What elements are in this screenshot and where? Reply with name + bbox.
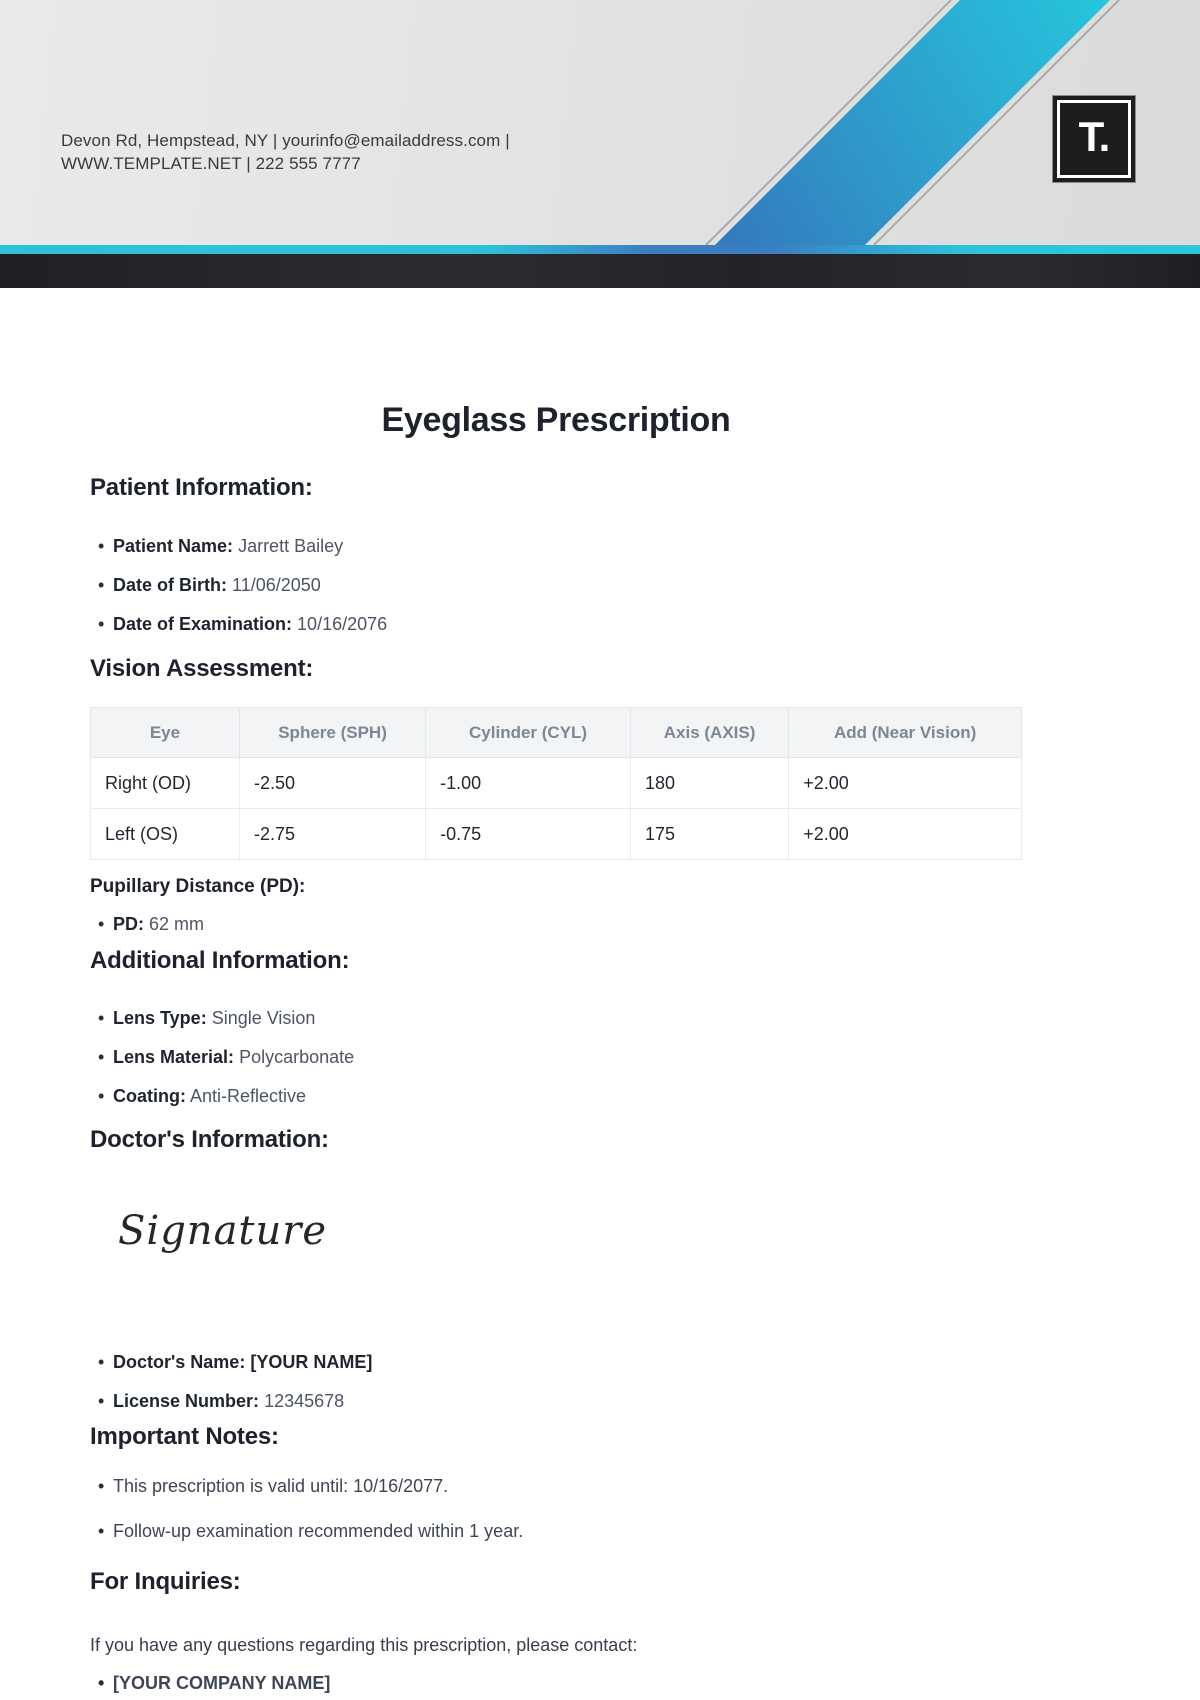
- inquiries-heading: For Inquiries:: [90, 1568, 241, 1595]
- item-value: [YOUR NAME]: [250, 1352, 373, 1372]
- table-header-cell: Sphere (SPH): [238, 707, 427, 758]
- item-label: Date of Birth:: [113, 575, 227, 595]
- vision-table: Eye Sphere (SPH) Cylinder (CYL) Axis (AX…: [90, 707, 1022, 860]
- company-name-item: [YOUR COMPANY NAME]: [98, 1674, 1022, 1694]
- list-item: Date of Birth: 11/06/2050: [98, 575, 1022, 596]
- logo: T.: [1052, 95, 1136, 183]
- table-cell: Right (OD): [90, 757, 240, 809]
- table-cell: Left (OS): [90, 808, 240, 860]
- letterhead: Devon Rd, Hempstead, NY | yourinfo@email…: [0, 0, 1200, 245]
- item-label: License Number:: [113, 1391, 260, 1411]
- item-label: Date of Examination:: [113, 614, 293, 634]
- item-value: Polycarbonate: [239, 1047, 355, 1067]
- notes-list: This prescription is valid until: 10/16/…: [90, 1477, 1022, 1542]
- inquiries-intro: If you have any questions regarding this…: [90, 1635, 638, 1655]
- logo-frame: T.: [1057, 100, 1131, 178]
- pd-list: PD: 62 mm: [90, 914, 1022, 935]
- table-header-cell: Eye: [90, 707, 240, 758]
- pd-heading: Pupillary Distance (PD):: [90, 876, 306, 897]
- table-cell: +2.00: [788, 757, 1022, 809]
- item-value: 12345678: [264, 1391, 345, 1411]
- table-cell: -2.50: [238, 757, 427, 809]
- inquiries-list: [YOUR COMPANY NAME]: [90, 1674, 1022, 1694]
- doctor-info-list: Doctor's Name: [YOUR NAME] License Numbe…: [90, 1352, 1022, 1412]
- document-body: Eyeglass Prescription Patient Informatio…: [0, 400, 1200, 1693]
- list-item: Date of Examination: 10/16/2076: [98, 614, 1022, 635]
- contact-line-2: WWW.TEMPLATE.NET | 222 555 7777: [61, 154, 361, 173]
- item-label: Lens Type:: [113, 1008, 207, 1028]
- diagonal-stripe-decoration: [705, 0, 1120, 245]
- table-row: Right (OD) -2.50 -1.00 180 +2.00: [90, 757, 1022, 809]
- table-cell: -0.75: [425, 808, 631, 860]
- item-value: Single Vision: [211, 1008, 316, 1028]
- list-item: Lens Material: Polycarbonate: [98, 1047, 1022, 1068]
- vision-assessment-heading: Vision Assessment:: [90, 655, 314, 682]
- table-header-cell: Add (Near Vision): [788, 707, 1022, 758]
- doctors-info-heading: Doctor's Information:: [90, 1126, 329, 1153]
- additional-info-heading: Additional Information:: [90, 947, 350, 974]
- table-cell: 180: [629, 757, 790, 809]
- accent-bar: [0, 245, 1200, 254]
- table-cell: -2.75: [238, 808, 427, 860]
- item-label: PD:: [113, 914, 144, 934]
- table-cell: -1.00: [425, 757, 631, 809]
- table-header-row: Eye Sphere (SPH) Cylinder (CYL) Axis (AX…: [90, 707, 1022, 758]
- item-value: 62 mm: [149, 914, 205, 934]
- item-value: 11/06/2050: [232, 575, 321, 595]
- item-label: Coating:: [113, 1086, 186, 1106]
- item-label: Lens Material:: [113, 1047, 235, 1067]
- list-item: Patient Name: Jarrett Bailey: [98, 536, 1022, 557]
- item-label: Doctor's Name:: [113, 1352, 246, 1372]
- item-value: 10/16/2076: [297, 614, 388, 634]
- list-item: Lens Type: Single Vision: [98, 1008, 1022, 1029]
- note-item: Follow-up examination recommended within…: [98, 1522, 1022, 1542]
- table-header-cell: Axis (AXIS): [629, 707, 790, 758]
- item-value: Anti-Reflective: [190, 1086, 307, 1106]
- table-cell: +2.00: [788, 808, 1022, 860]
- item-value: Jarrett Bailey: [238, 536, 344, 556]
- important-notes-heading: Important Notes:: [90, 1423, 279, 1450]
- list-item: License Number: 12345678: [98, 1391, 1022, 1412]
- additional-info-list: Lens Type: Single Vision Lens Material: …: [90, 1008, 1022, 1107]
- list-item: PD: 62 mm: [98, 914, 1022, 935]
- patient-info-list: Patient Name: Jarrett Bailey Date of Bir…: [90, 536, 1022, 635]
- dark-bar: [0, 254, 1200, 288]
- patient-info-heading: Patient Information:: [90, 474, 313, 501]
- item-label: Patient Name:: [113, 536, 234, 556]
- logo-text: T.: [1078, 113, 1111, 160]
- table-row: Left (OS) -2.75 -0.75 175 +2.00: [90, 808, 1022, 860]
- contact-line-1: Devon Rd, Hempstead, NY | yourinfo@email…: [61, 131, 510, 150]
- signature-text: Signature: [118, 1208, 328, 1254]
- table-cell: 175: [629, 808, 790, 860]
- table-header-cell: Cylinder (CYL): [425, 707, 631, 758]
- list-item: Coating: Anti-Reflective: [98, 1086, 1022, 1107]
- list-item: Doctor's Name: [YOUR NAME]: [98, 1352, 1022, 1373]
- page-title: Eyeglass Prescription: [381, 401, 731, 439]
- contact-info: Devon Rd, Hempstead, NY | yourinfo@email…: [61, 129, 510, 175]
- note-item: This prescription is valid until: 10/16/…: [98, 1477, 1022, 1497]
